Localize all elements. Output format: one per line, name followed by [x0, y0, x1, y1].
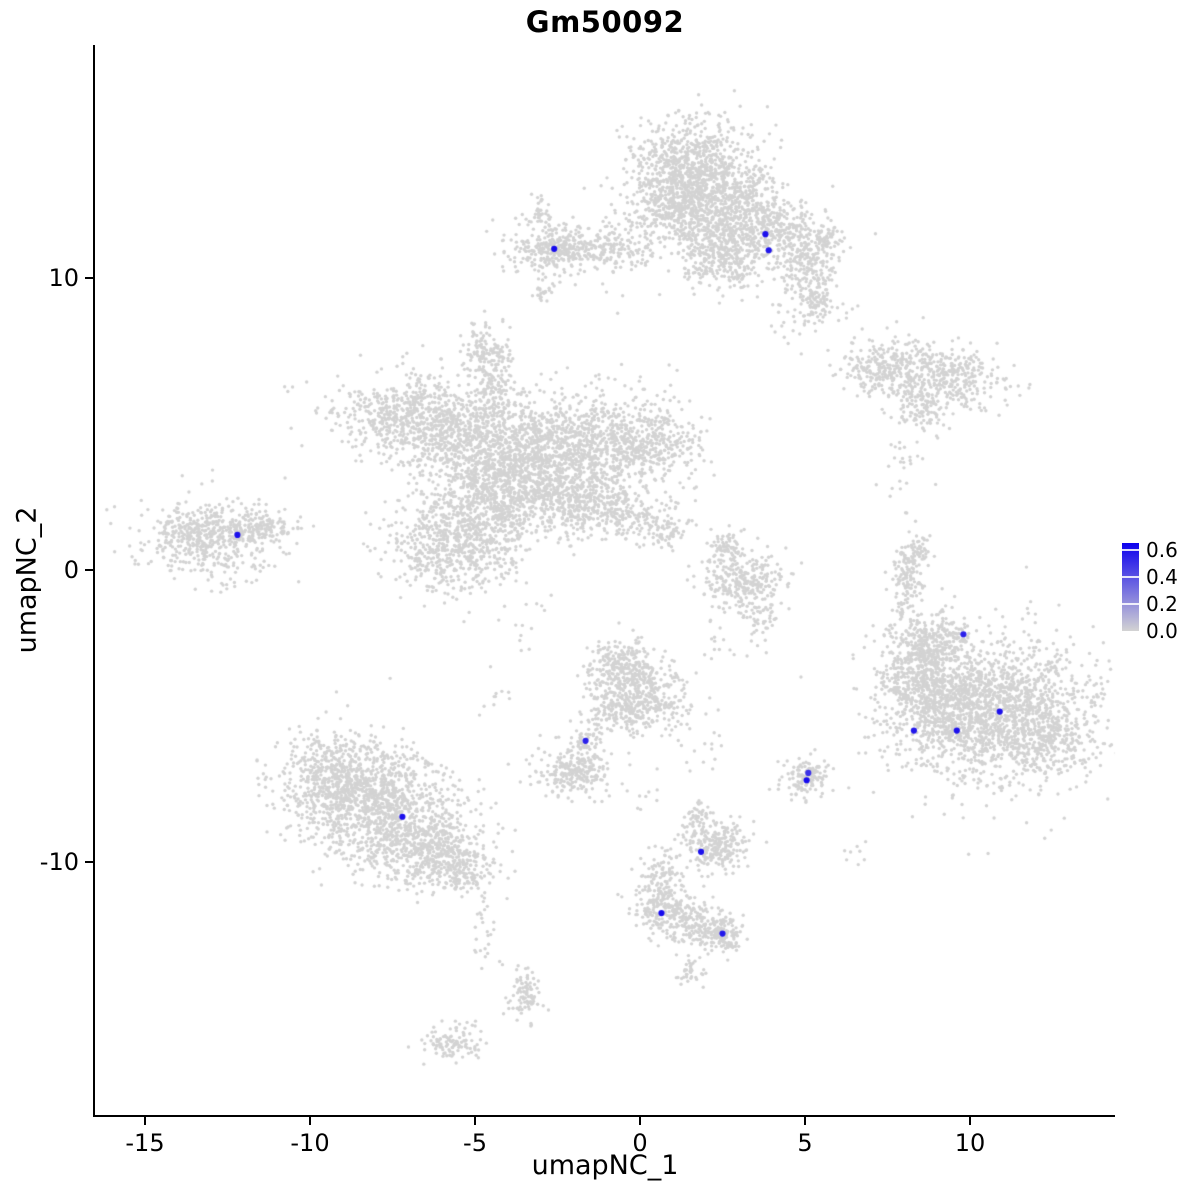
legend-tick-label: 0.6	[1146, 537, 1178, 562]
legend-tick-label: 0.4	[1146, 564, 1178, 589]
x-tick-label: -10	[290, 1129, 330, 1157]
x-tick-mark	[969, 1117, 971, 1125]
colorbar-gradient	[1122, 543, 1139, 631]
x-axis-label: umapNC_1	[531, 1150, 679, 1181]
x-tick-label: -15	[125, 1129, 165, 1157]
y-tick-label: -10	[39, 848, 79, 876]
x-tick-mark	[804, 1117, 806, 1125]
plot-title: Gm50092	[525, 5, 685, 39]
legend-tick-label: 0.0	[1146, 619, 1178, 643]
y-tick-label: 0	[63, 556, 79, 584]
y-tick-mark	[85, 569, 93, 571]
colorbar-legend: 0.6 0.4 0.2 0.0	[1122, 538, 1178, 643]
legend-tick-mark	[1122, 548, 1139, 551]
legend-tick-mark	[1122, 575, 1139, 578]
x-tick-label: 0	[632, 1129, 648, 1157]
x-tick-label: -5	[463, 1129, 487, 1157]
y-axis-label: umapNC_2	[11, 506, 43, 654]
x-tick-label: 10	[954, 1129, 986, 1157]
y-tick-label: 10	[48, 264, 79, 292]
legend-tick-mark	[1122, 602, 1139, 605]
y-tick-mark	[85, 861, 93, 863]
x-tick-mark	[474, 1117, 476, 1125]
x-tick-mark	[309, 1117, 311, 1125]
legend-tick-label: 0.2	[1146, 591, 1178, 616]
x-axis-line	[93, 1115, 1115, 1117]
x-tick-label: 5	[797, 1129, 813, 1157]
x-tick-mark	[144, 1117, 146, 1125]
y-tick-mark	[85, 277, 93, 279]
y-axis-line	[93, 45, 95, 1117]
x-tick-mark	[639, 1117, 641, 1125]
